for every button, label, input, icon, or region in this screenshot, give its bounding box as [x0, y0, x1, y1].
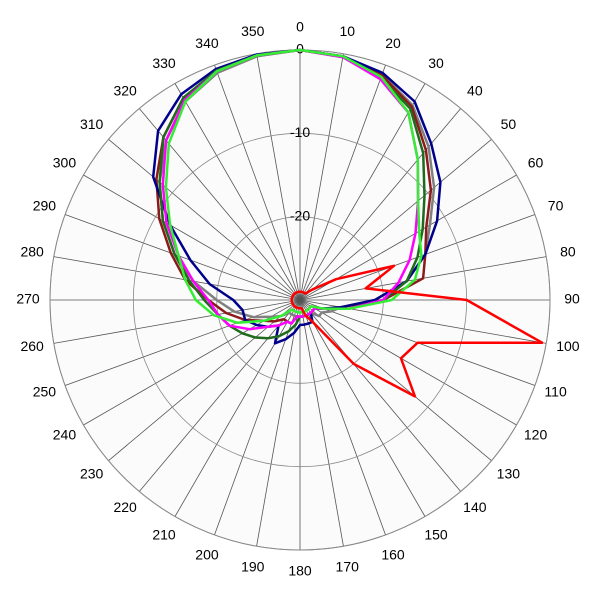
- theta-tick-label: 190: [241, 559, 265, 575]
- theta-tick-label: 300: [53, 155, 77, 171]
- spoke: [53, 256, 301, 301]
- spoke: [138, 299, 301, 492]
- spoke: [299, 299, 462, 492]
- theta-tick-label: 120: [524, 427, 548, 443]
- theta-tick-label: 180: [288, 563, 312, 579]
- theta-tick-label: 10: [339, 23, 355, 39]
- spoke: [174, 83, 301, 301]
- theta-tick-label: 30: [428, 55, 444, 71]
- theta-tick-label: 290: [33, 198, 57, 214]
- spoke: [299, 108, 462, 301]
- theta-tick-label: 220: [113, 499, 137, 515]
- series-line: [290, 264, 544, 398]
- theta-tick-label: 40: [467, 82, 483, 98]
- theta-tick-label: 270: [16, 291, 40, 307]
- theta-tick-label: 280: [20, 243, 44, 259]
- spoke: [64, 299, 301, 386]
- spoke: [299, 53, 344, 301]
- theta-tick-label: 320: [113, 82, 137, 98]
- theta-tick-label: 230: [80, 466, 104, 482]
- theta-tick-label: 70: [548, 198, 564, 214]
- theta-tick-label: 350: [241, 23, 265, 39]
- spoke: [256, 299, 301, 547]
- spoke: [83, 174, 301, 301]
- r-tick-label: -20: [290, 207, 310, 223]
- theta-tick-label: 310: [80, 116, 104, 132]
- theta-tick-label: 250: [33, 384, 57, 400]
- spoke: [214, 64, 301, 301]
- spoke: [53, 299, 301, 344]
- spoke: [299, 299, 386, 536]
- theta-tick-label: 0: [296, 19, 304, 35]
- theta-tick-label: 90: [564, 291, 580, 307]
- theta-tick-label: 60: [528, 155, 544, 171]
- spoke: [299, 299, 344, 547]
- theta-tick-label: 330: [152, 55, 176, 71]
- theta-tick-label: 110: [544, 384, 567, 400]
- theta-tick-label: 20: [385, 35, 401, 51]
- theta-tick-label: 80: [560, 243, 576, 259]
- theta-tick-label: 50: [501, 116, 517, 132]
- spoke: [64, 214, 301, 301]
- theta-tick-label: 150: [424, 526, 448, 542]
- spoke: [299, 138, 492, 301]
- theta-tick-label: 160: [381, 546, 405, 562]
- series-line: [161, 48, 420, 331]
- spoke: [108, 138, 301, 301]
- series-line: [164, 48, 423, 325]
- spoke: [299, 299, 492, 462]
- r-tick-label: -10: [290, 124, 310, 140]
- r-tick-label: 0: [296, 41, 304, 57]
- theta-tick-label: 260: [20, 338, 44, 354]
- theta-tick-label: 240: [53, 427, 77, 443]
- spoke: [299, 299, 426, 517]
- theta-tick-label: 140: [463, 499, 487, 515]
- theta-tick-label: 340: [195, 35, 219, 51]
- theta-tick-label: 210: [152, 526, 176, 542]
- theta-tick-label: 130: [497, 466, 521, 482]
- theta-tick-label: 100: [556, 338, 580, 354]
- spoke: [299, 83, 426, 301]
- theta-tick-label: 200: [195, 546, 219, 562]
- spoke: [256, 53, 301, 301]
- theta-tick-label: 170: [336, 559, 360, 575]
- spoke: [299, 64, 386, 301]
- spoke: [299, 299, 517, 426]
